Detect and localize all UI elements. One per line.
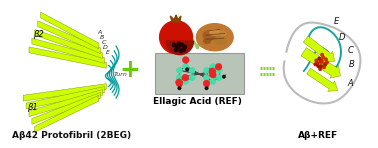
Text: Turn: Turn	[114, 71, 128, 77]
Wedge shape	[166, 41, 194, 55]
Circle shape	[189, 75, 195, 81]
Circle shape	[209, 68, 216, 75]
Polygon shape	[170, 15, 181, 22]
Circle shape	[209, 71, 216, 78]
Circle shape	[203, 75, 210, 81]
Circle shape	[182, 57, 189, 63]
Polygon shape	[29, 47, 106, 68]
Text: A: A	[347, 79, 353, 88]
Circle shape	[319, 64, 323, 68]
Circle shape	[315, 61, 319, 65]
Circle shape	[182, 74, 189, 81]
Ellipse shape	[197, 24, 233, 51]
Circle shape	[182, 48, 186, 52]
Circle shape	[319, 59, 324, 64]
Text: Aβ+REF: Aβ+REF	[298, 131, 338, 140]
Circle shape	[318, 57, 321, 60]
Circle shape	[183, 45, 186, 49]
Text: B: B	[349, 60, 355, 69]
Circle shape	[210, 64, 216, 70]
Ellipse shape	[203, 30, 217, 40]
Circle shape	[175, 79, 182, 86]
Circle shape	[215, 63, 222, 70]
Circle shape	[324, 58, 328, 61]
Polygon shape	[32, 92, 101, 124]
Polygon shape	[35, 95, 99, 132]
Circle shape	[172, 43, 176, 47]
Polygon shape	[32, 38, 104, 63]
Circle shape	[314, 63, 317, 66]
Circle shape	[174, 48, 178, 52]
Circle shape	[177, 67, 183, 73]
Circle shape	[321, 56, 325, 59]
Circle shape	[180, 43, 184, 47]
Circle shape	[178, 87, 181, 90]
Text: Ellagic Acid (REF): Ellagic Acid (REF)	[153, 97, 242, 106]
Text: C: C	[347, 46, 353, 55]
Circle shape	[179, 49, 183, 53]
Polygon shape	[29, 90, 102, 117]
Text: D: D	[103, 45, 108, 50]
Polygon shape	[301, 48, 341, 78]
Circle shape	[203, 80, 210, 87]
Text: E: E	[334, 17, 339, 26]
Text: D: D	[339, 33, 346, 42]
Polygon shape	[23, 84, 106, 101]
FancyBboxPatch shape	[155, 53, 244, 94]
Circle shape	[177, 42, 181, 46]
Text: A: A	[98, 30, 102, 35]
Circle shape	[176, 80, 183, 87]
Ellipse shape	[215, 36, 226, 45]
Circle shape	[186, 68, 189, 71]
Text: β2: β2	[33, 30, 43, 39]
Circle shape	[321, 53, 324, 56]
Circle shape	[183, 64, 189, 70]
Circle shape	[183, 78, 189, 84]
Circle shape	[177, 75, 183, 81]
Circle shape	[222, 75, 226, 78]
Text: C: C	[101, 40, 106, 45]
Text: B: B	[99, 35, 104, 40]
Circle shape	[216, 67, 222, 73]
Text: β1: β1	[27, 103, 38, 112]
Circle shape	[319, 67, 322, 71]
Circle shape	[176, 45, 180, 49]
Circle shape	[203, 67, 210, 73]
Ellipse shape	[204, 39, 211, 44]
Polygon shape	[304, 36, 335, 62]
Circle shape	[323, 62, 327, 66]
Polygon shape	[307, 68, 338, 91]
Circle shape	[210, 78, 216, 84]
Circle shape	[322, 65, 326, 69]
Circle shape	[314, 59, 318, 62]
Polygon shape	[26, 87, 104, 109]
Text: +: +	[119, 58, 140, 82]
Circle shape	[325, 61, 329, 64]
Circle shape	[316, 65, 320, 68]
Polygon shape	[40, 12, 99, 49]
Polygon shape	[35, 29, 102, 58]
Circle shape	[189, 67, 195, 73]
Circle shape	[160, 21, 192, 54]
Ellipse shape	[210, 29, 220, 35]
Circle shape	[205, 87, 208, 90]
Text: Aβ42 Protofibril (2BEG): Aβ42 Protofibril (2BEG)	[12, 131, 131, 140]
Ellipse shape	[220, 31, 225, 36]
Text: E: E	[105, 50, 109, 55]
Circle shape	[216, 75, 222, 81]
Polygon shape	[38, 21, 101, 54]
